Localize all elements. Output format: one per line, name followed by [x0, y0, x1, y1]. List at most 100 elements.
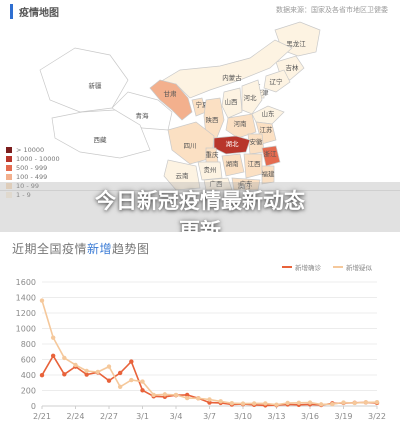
data-point[interactable] [251, 401, 257, 406]
province-贵州[interactable] [197, 161, 223, 181]
data-point[interactable] [207, 397, 212, 402]
data-point[interactable] [117, 384, 123, 389]
data-point[interactable] [240, 401, 246, 406]
data-point[interactable] [285, 400, 290, 406]
map-legend-swatch [6, 191, 12, 198]
data-point[interactable] [341, 400, 346, 405]
province-label: 湖北 [226, 139, 240, 148]
province-广西[interactable] [203, 177, 233, 190]
data-point[interactable] [129, 359, 134, 364]
province-label: 西藏 [94, 135, 108, 144]
province-河北[interactable] [241, 79, 263, 115]
map-panel: 黑龙江吉林辽宁新疆内蒙古北京天津河北山西宁夏甘肃青海陕西山东河南江苏安徽湖北西藏… [0, 0, 400, 199]
data-point[interactable] [151, 392, 156, 398]
data-point[interactable] [39, 373, 45, 378]
data-point[interactable] [307, 400, 313, 405]
data-point[interactable] [184, 392, 190, 398]
map-legend-item: 1000 - 10000 [6, 154, 60, 163]
x-tick-label: 2/21 [33, 412, 51, 421]
province-label: 内蒙古 [222, 73, 242, 82]
x-tick-label: 3/4 [170, 412, 183, 421]
chart-legend: 新增确诊 新增疑似 [282, 262, 372, 272]
data-point[interactable] [140, 388, 145, 393]
province-label: 广东 [240, 179, 254, 188]
china-map: 黑龙江吉林辽宁新疆内蒙古北京天津河北山西宁夏甘肃青海陕西山东河南江苏安徽湖北西藏… [39, 21, 321, 190]
map-legend-label: > 10000 [16, 145, 45, 154]
province-青海[interactable] [111, 91, 173, 131]
x-tick-label: 3/16 [301, 412, 319, 421]
y-tick-label: 600 [21, 356, 36, 365]
province-福建[interactable] [261, 165, 275, 185]
province-澳门[interactable] [239, 185, 245, 190]
data-point[interactable] [140, 379, 145, 384]
data-point[interactable] [207, 400, 212, 405]
province-浙江[interactable] [261, 145, 281, 167]
province-label: 浙江 [264, 149, 278, 158]
data-point[interactable] [374, 400, 380, 405]
province-label: 河南 [234, 119, 248, 128]
data-point[interactable] [363, 400, 369, 405]
data-point[interactable] [318, 402, 324, 407]
data-point[interactable] [62, 355, 67, 361]
province-西藏[interactable] [51, 109, 151, 159]
map-legend-swatch [6, 182, 12, 189]
map-legend-swatch [6, 164, 12, 171]
y-tick-label: 0 [31, 402, 36, 411]
province-湖南[interactable] [221, 153, 245, 177]
province-云南[interactable] [163, 159, 201, 190]
data-point[interactable] [196, 396, 201, 401]
data-point[interactable] [129, 377, 134, 383]
chart-legend-item[interactable]: 新增疑似 [333, 262, 372, 272]
data-point[interactable] [173, 392, 179, 398]
series-line [41, 300, 378, 406]
data-point[interactable] [62, 372, 67, 377]
x-tick-label: 3/22 [368, 412, 386, 421]
province-label: 安徽 [250, 137, 264, 146]
province-label: 新疆 [89, 81, 103, 90]
data-point[interactable] [263, 401, 268, 406]
data-point[interactable] [95, 369, 101, 375]
chart-title: 近期全国疫情新增趋势图 [12, 240, 150, 257]
province-辽宁[interactable] [263, 69, 291, 93]
data-point[interactable] [229, 401, 235, 406]
data-point[interactable] [39, 298, 45, 303]
province-山东[interactable] [251, 105, 285, 125]
data-point[interactable] [352, 400, 357, 406]
province-label: 重庆 [206, 150, 220, 159]
data-point[interactable] [84, 368, 89, 374]
map-legend-label: 100 - 499 [16, 172, 48, 181]
province-广东[interactable] [231, 177, 261, 190]
data-point[interactable] [50, 353, 56, 358]
data-point[interactable] [330, 402, 335, 407]
data-point[interactable] [274, 402, 279, 407]
data-point[interactable] [117, 370, 123, 376]
map-legend-swatch [6, 146, 12, 153]
y-tick-label: 1400 [16, 294, 36, 303]
x-tick-label: 3/1 [136, 412, 149, 421]
data-point[interactable] [50, 335, 56, 340]
data-point[interactable] [296, 400, 302, 406]
chart-legend-swatch [282, 266, 292, 268]
chart-grid: 0 200 400 600 800 1000 1200 1400 1600 [16, 278, 377, 411]
data-point[interactable] [218, 399, 223, 404]
province-label: 江苏 [260, 125, 274, 134]
map-legend-item: 10 - 99 [6, 181, 60, 190]
data-point[interactable] [106, 364, 112, 369]
data-point[interactable] [73, 362, 78, 368]
data-point[interactable] [106, 378, 112, 383]
province-label: 山东 [262, 109, 276, 118]
province-河南[interactable] [225, 113, 257, 139]
chart-legend-item[interactable]: 新增确诊 [282, 262, 321, 272]
x-tick-label: 3/7 [203, 412, 216, 421]
province-甘肃[interactable] [149, 79, 193, 121]
province-新疆[interactable] [39, 47, 129, 113]
province-山西[interactable] [221, 87, 243, 119]
x-tick-label: 2/24 [67, 412, 85, 421]
province-label: 山西 [225, 97, 239, 106]
data-point[interactable] [162, 392, 168, 397]
map-legend-label: 10 - 99 [16, 181, 40, 190]
province-label: 河北 [244, 94, 258, 102]
data-point[interactable] [84, 372, 89, 377]
province-内蒙古[interactable] [149, 39, 293, 99]
data-point[interactable] [184, 395, 190, 401]
